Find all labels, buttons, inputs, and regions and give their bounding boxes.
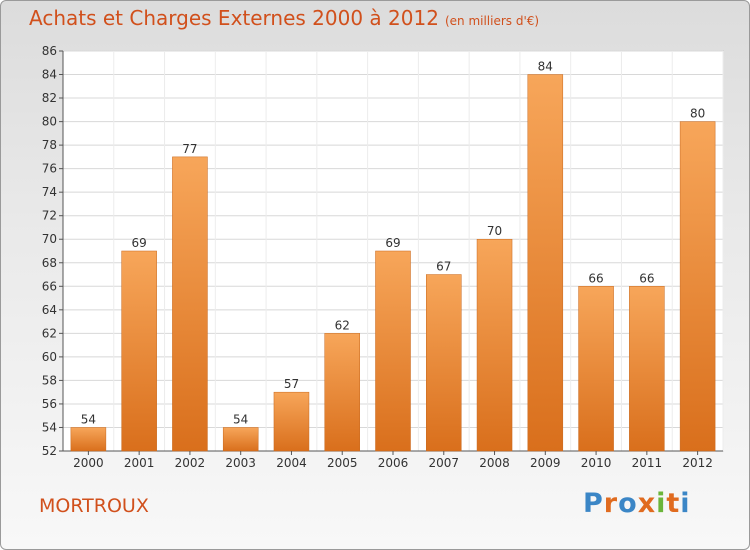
logo-letter: t	[666, 488, 681, 519]
y-tick-label: 52	[42, 444, 57, 458]
x-tick-label: 2001	[124, 456, 155, 470]
town-name: MORTROUX	[39, 495, 149, 517]
data-label: 70	[487, 224, 502, 238]
logo-letter: x	[637, 488, 657, 519]
x-tick-label: 2004	[276, 456, 307, 470]
y-tick-label: 70	[42, 232, 57, 246]
y-tick-label: 84	[42, 68, 57, 82]
y-tick-label: 74	[42, 185, 57, 199]
x-tick-label: 2006	[378, 456, 409, 470]
bar	[172, 156, 208, 452]
y-tick-label: 66	[42, 279, 57, 293]
x-tick-label: 2007	[428, 456, 459, 470]
data-label: 77	[182, 142, 197, 156]
chart-title-text: Achats et Charges Externes 2000 à 2012	[29, 6, 439, 30]
data-label: 69	[132, 236, 147, 250]
data-label: 67	[436, 260, 451, 274]
data-label: 62	[335, 318, 350, 332]
y-tick-label: 54	[42, 420, 57, 434]
y-tick-label: 64	[42, 303, 57, 317]
logo-letter: i	[680, 488, 691, 519]
y-tick-label: 80	[42, 115, 57, 129]
y-tick-label: 56	[42, 397, 57, 411]
data-label: 54	[233, 412, 248, 426]
y-tick-label: 82	[42, 91, 57, 105]
bar	[629, 286, 665, 452]
x-tick-label: 2010	[581, 456, 612, 470]
y-tick-label: 76	[42, 162, 57, 176]
data-label: 66	[639, 271, 654, 285]
data-label: 80	[690, 107, 705, 121]
chart-title: Achats et Charges Externes 2000 à 2012 (e…	[29, 6, 539, 30]
bar	[527, 74, 564, 452]
y-tick-label: 72	[42, 209, 57, 223]
y-tick-label: 68	[42, 256, 57, 270]
y-tick-label: 62	[42, 326, 57, 340]
bar	[70, 427, 107, 452]
x-tick-label: 2011	[632, 456, 663, 470]
y-tick-label: 60	[42, 350, 57, 364]
bar	[121, 250, 157, 452]
logo-letter: i	[656, 488, 667, 519]
data-label: 66	[588, 271, 603, 285]
bar	[375, 250, 411, 452]
logo-letter: P	[583, 488, 604, 519]
chart-subtitle: (en milliers d'€)	[444, 14, 540, 28]
bar	[476, 238, 513, 452]
bar	[679, 121, 716, 452]
x-tick-label: 2012	[682, 456, 713, 470]
data-label: 84	[538, 60, 553, 74]
data-label: 54	[81, 412, 96, 426]
x-tick-label: 2005	[327, 456, 358, 470]
data-label: 69	[385, 236, 400, 250]
proxiti-logo: Proxiti	[583, 488, 691, 519]
x-tick-label: 2003	[225, 456, 256, 470]
y-tick-label: 58	[42, 373, 57, 387]
bar	[578, 286, 614, 452]
bar	[324, 333, 360, 452]
data-label: 57	[284, 377, 299, 391]
logo-letter: r	[603, 488, 619, 519]
x-tick-label: 2002	[175, 456, 206, 470]
x-tick-label: 2009	[530, 456, 561, 470]
x-tick-label: 2000	[73, 456, 104, 470]
bar	[222, 427, 259, 452]
bar	[273, 391, 310, 452]
x-tick-label: 2008	[479, 456, 510, 470]
y-tick-label: 78	[42, 138, 57, 152]
logo-letter: o	[618, 488, 638, 519]
bar	[426, 274, 462, 452]
y-tick-label: 86	[42, 44, 57, 58]
